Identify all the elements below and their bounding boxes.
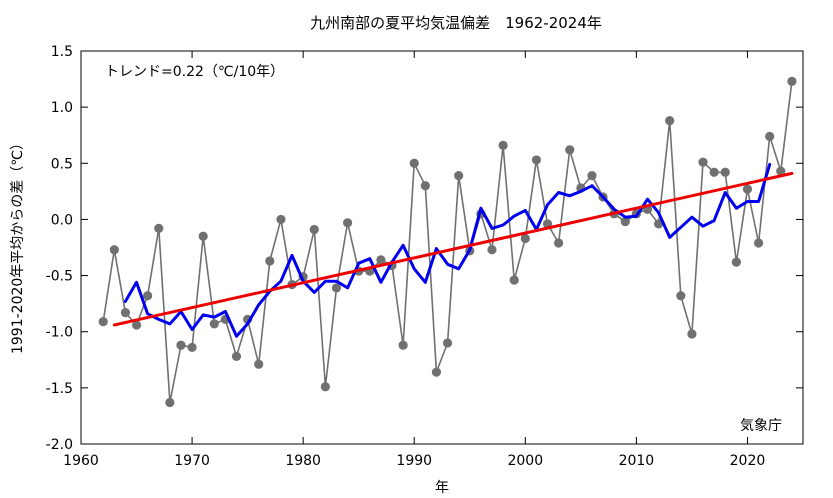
- annual-anomaly-point: [320, 382, 330, 392]
- y-tick-label: 0.5: [51, 156, 73, 172]
- annual-anomaly-point: [531, 155, 542, 165]
- moving-average-line: [123, 162, 772, 338]
- x-tick-label: 1960: [63, 453, 99, 469]
- x-tick-label: 1980: [285, 453, 321, 469]
- annual-anomaly-point: [209, 319, 219, 329]
- annual-anomaly-point: [620, 217, 630, 227]
- annual-anomaly-point: [143, 291, 153, 301]
- plot-area: -2.0 -1.5 -1.0 -0.5 0.0 0.5 1.0 1.5 1960 1970 1980…: [46, 44, 803, 469]
- y-tick-label: 0.0: [51, 212, 73, 228]
- trend-annotation: トレンド=0.22（℃/10年）: [105, 64, 284, 80]
- annual-anomaly-point: [698, 157, 708, 167]
- annual-anomaly-point: [120, 308, 131, 318]
- annual-anomaly-point: [742, 184, 753, 194]
- annual-anomaly-point: [587, 171, 597, 181]
- annual-anomaly-point: [187, 342, 197, 353]
- annual-anomaly-point: [165, 397, 175, 408]
- annual-anomaly-point: [787, 76, 797, 86]
- annual-anomaly-point: [753, 238, 764, 248]
- annual-anomaly-point: [154, 223, 164, 234]
- annual-anomaly-point: [776, 166, 786, 176]
- annual-anomaly-point: [487, 245, 497, 255]
- plot-frame: [80, 50, 804, 445]
- x-tick-label: 1990: [396, 453, 432, 469]
- annual-anomaly-point: [654, 219, 664, 229]
- annual-anomaly-point: [509, 275, 519, 285]
- annual-anomaly-point: [554, 238, 564, 248]
- annual-anomaly-point: [420, 181, 430, 191]
- annual-anomaly-point: [676, 291, 686, 301]
- y-tick-label: -1.5: [46, 381, 73, 397]
- y-tick-label: 1.0: [51, 100, 73, 116]
- x-tick-label: 1970: [174, 453, 210, 469]
- annual-anomaly-point: [520, 233, 530, 244]
- annual-anomaly-point: [731, 257, 741, 267]
- y-tick-label: -1.0: [46, 325, 73, 341]
- annual-anomaly-point: [331, 283, 342, 293]
- annual-anomaly-point: [265, 256, 275, 266]
- annual-anomaly-point: [431, 367, 442, 377]
- x-tick-label: 2020: [730, 453, 766, 469]
- annual-anomaly-point: [376, 255, 386, 265]
- trend-line: [112, 171, 794, 327]
- annual-anomaly-point: [498, 140, 508, 150]
- annual-anomaly-point: [254, 359, 264, 369]
- annual-anomaly-point: [98, 317, 108, 327]
- annual-anomaly-point: [665, 116, 675, 126]
- annual-anomaly-point: [131, 320, 142, 330]
- y-tick-label: -2.0: [46, 437, 73, 453]
- annual-anomaly-point: [109, 245, 119, 255]
- chart-title: 九州南部の夏平均気温偏差 1962-2024年: [310, 14, 602, 32]
- annual-anomaly-point: [720, 167, 730, 177]
- annual-anomaly-point: [309, 224, 319, 235]
- y-tick-label: 1.5: [51, 44, 73, 60]
- annual-anomaly-point: [442, 338, 453, 348]
- annual-anomaly-point: [409, 158, 419, 168]
- annual-anomaly-point: [454, 171, 464, 181]
- x-tick-label: 2010: [619, 453, 655, 469]
- annual-anomaly-point: [176, 340, 186, 350]
- annual-anomaly-point: [765, 131, 775, 141]
- annual-anomaly-point: [231, 351, 242, 362]
- annual-anomaly-point: [198, 231, 208, 241]
- annual-anomaly-point: [709, 167, 719, 177]
- source-label: 気象庁: [740, 418, 782, 434]
- annual-anomaly-point: [276, 214, 286, 225]
- y-tick-label: -0.5: [46, 269, 73, 285]
- y-axis-label: 1991-2020年平均からの差（℃）: [10, 136, 26, 354]
- annual-anomaly-point: [342, 218, 353, 228]
- annual-anomaly-point: [687, 329, 697, 339]
- x-tick-label: 2000: [507, 453, 543, 469]
- annual-anomaly-line: [102, 81, 793, 404]
- annual-anomaly-point: [565, 145, 575, 155]
- annual-anomaly-point: [398, 340, 408, 350]
- x-axis-label: 年: [435, 480, 449, 496]
